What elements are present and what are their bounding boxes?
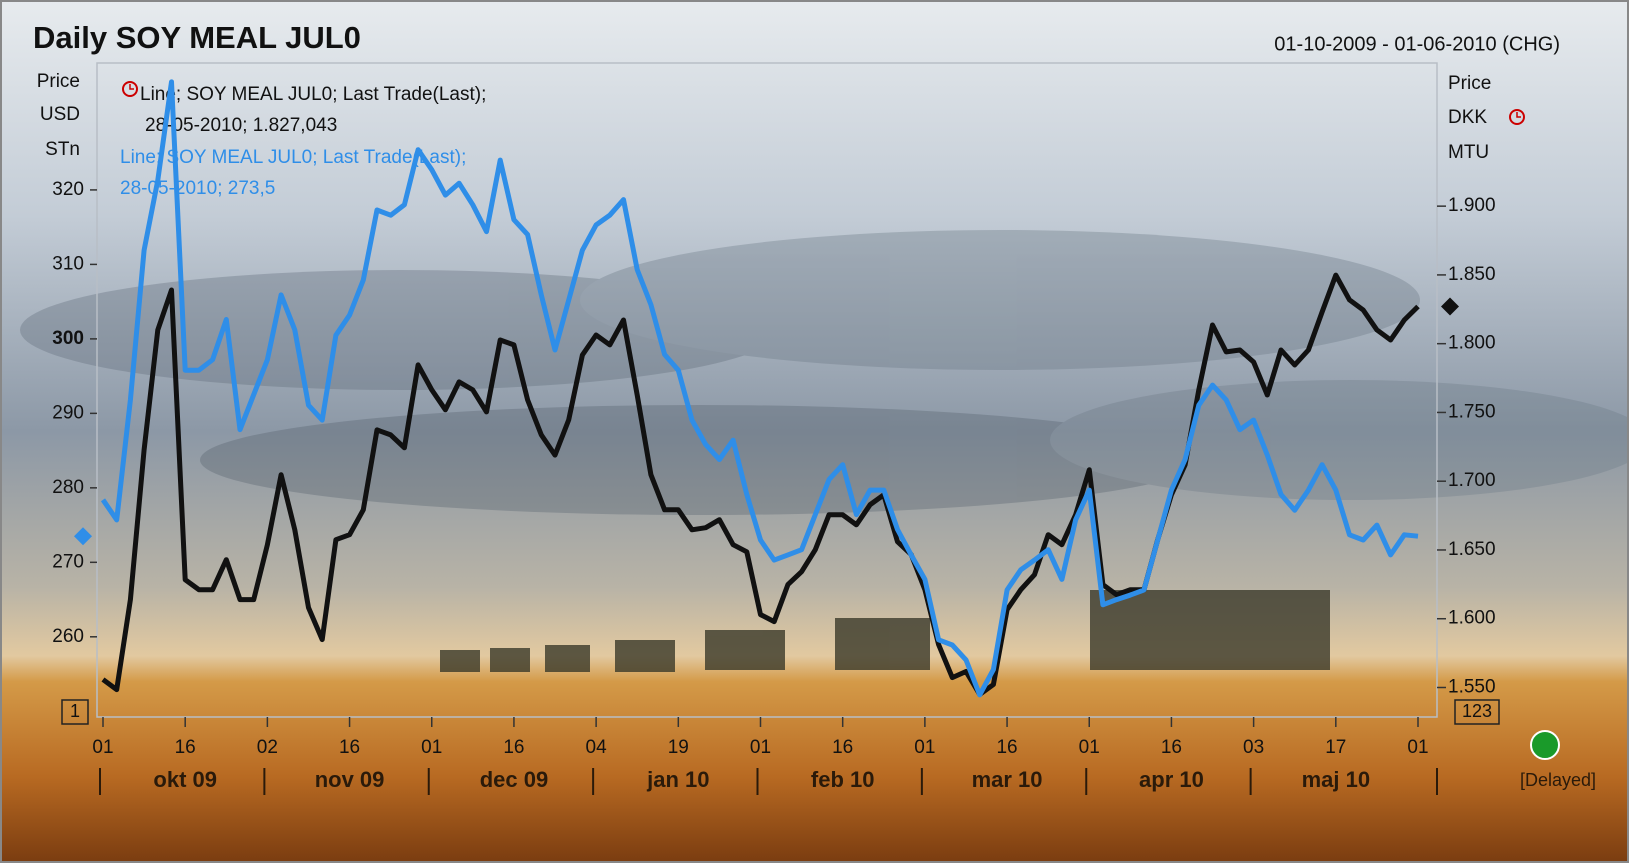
x-tick-label: 16	[339, 737, 360, 758]
y2-tick-label: 1.850	[1448, 264, 1496, 285]
status-light	[1531, 731, 1559, 759]
chart: Daily SOY MEAL JUL0 01-10-2009 - 01-06-2…	[0, 0, 1629, 863]
y-tick-label: 270	[52, 551, 84, 572]
y-tick-label: 300	[52, 328, 84, 349]
month-label: maj 10	[1302, 767, 1371, 792]
y2-axis-label: DKK	[1448, 107, 1487, 128]
x-tick-label: 16	[832, 737, 853, 758]
y2-axis-label: MTU	[1448, 142, 1489, 163]
month-label: mar 10	[972, 767, 1043, 792]
y-axis-label: Price	[37, 71, 80, 92]
x-tick-label: 01	[914, 737, 935, 758]
x-tick-label: 16	[175, 737, 196, 758]
date-range: 01-10-2009 - 01-06-2010 (CHG)	[1274, 33, 1560, 55]
y2-tick-label: 1.900	[1448, 195, 1496, 216]
x-tick-label: 02	[257, 737, 278, 758]
x-tick-label: 01	[1079, 737, 1100, 758]
y2-axis-label: Price	[1448, 73, 1491, 94]
month-label: okt 09	[153, 767, 217, 792]
y2-tick-label: 1.550	[1448, 677, 1496, 698]
y-axis-label: USD	[40, 104, 80, 125]
month-label: dec 09	[480, 767, 549, 792]
x-tick-label: 01	[1407, 737, 1428, 758]
y-tick-label: 320	[52, 179, 84, 200]
month-label: jan 10	[646, 767, 709, 792]
x-tick-label: 19	[668, 737, 689, 758]
month-label: nov 09	[315, 767, 385, 792]
status: [Delayed]	[1520, 770, 1596, 790]
x-tick-label: 16	[1161, 737, 1182, 758]
x-tick-label: 16	[996, 737, 1017, 758]
y2-tick-label: 1.700	[1448, 470, 1496, 491]
x-tick-label: 01	[421, 737, 442, 758]
x-tick-label: 01	[750, 737, 771, 758]
y-tick-label: 280	[52, 477, 84, 498]
page: {"chart_data": { "type": "line", "title"…	[0, 0, 1629, 863]
x-tick-label: 03	[1243, 737, 1264, 758]
y-tick-label: 290	[52, 402, 84, 423]
legend-detail: 28-05-2010; 273,5	[120, 178, 275, 199]
legend-entry: Line; SOY MEAL JUL0; Last Trade(Last);	[140, 84, 486, 105]
y-tick-label: 260	[52, 626, 84, 647]
x-tick-label: 17	[1325, 737, 1346, 758]
y2-tick-label: 1.650	[1448, 539, 1496, 560]
x-tick-label: 04	[586, 737, 608, 758]
month-label: feb 10	[811, 767, 875, 792]
right-marker: 123	[1462, 701, 1492, 721]
y2-tick-label: 1.600	[1448, 608, 1496, 629]
chart-title: Daily SOY MEAL JUL0	[33, 20, 361, 55]
left-marker: 1	[70, 701, 80, 721]
y2-tick-label: 1.750	[1448, 401, 1496, 422]
y2-tick-label: 1.800	[1448, 333, 1496, 354]
month-label: apr 10	[1139, 767, 1204, 792]
y-axis-label: STn	[45, 139, 80, 160]
x-tick-label: 16	[503, 737, 524, 758]
y-tick-label: 310	[52, 253, 84, 274]
x-tick-label: 01	[92, 737, 113, 758]
